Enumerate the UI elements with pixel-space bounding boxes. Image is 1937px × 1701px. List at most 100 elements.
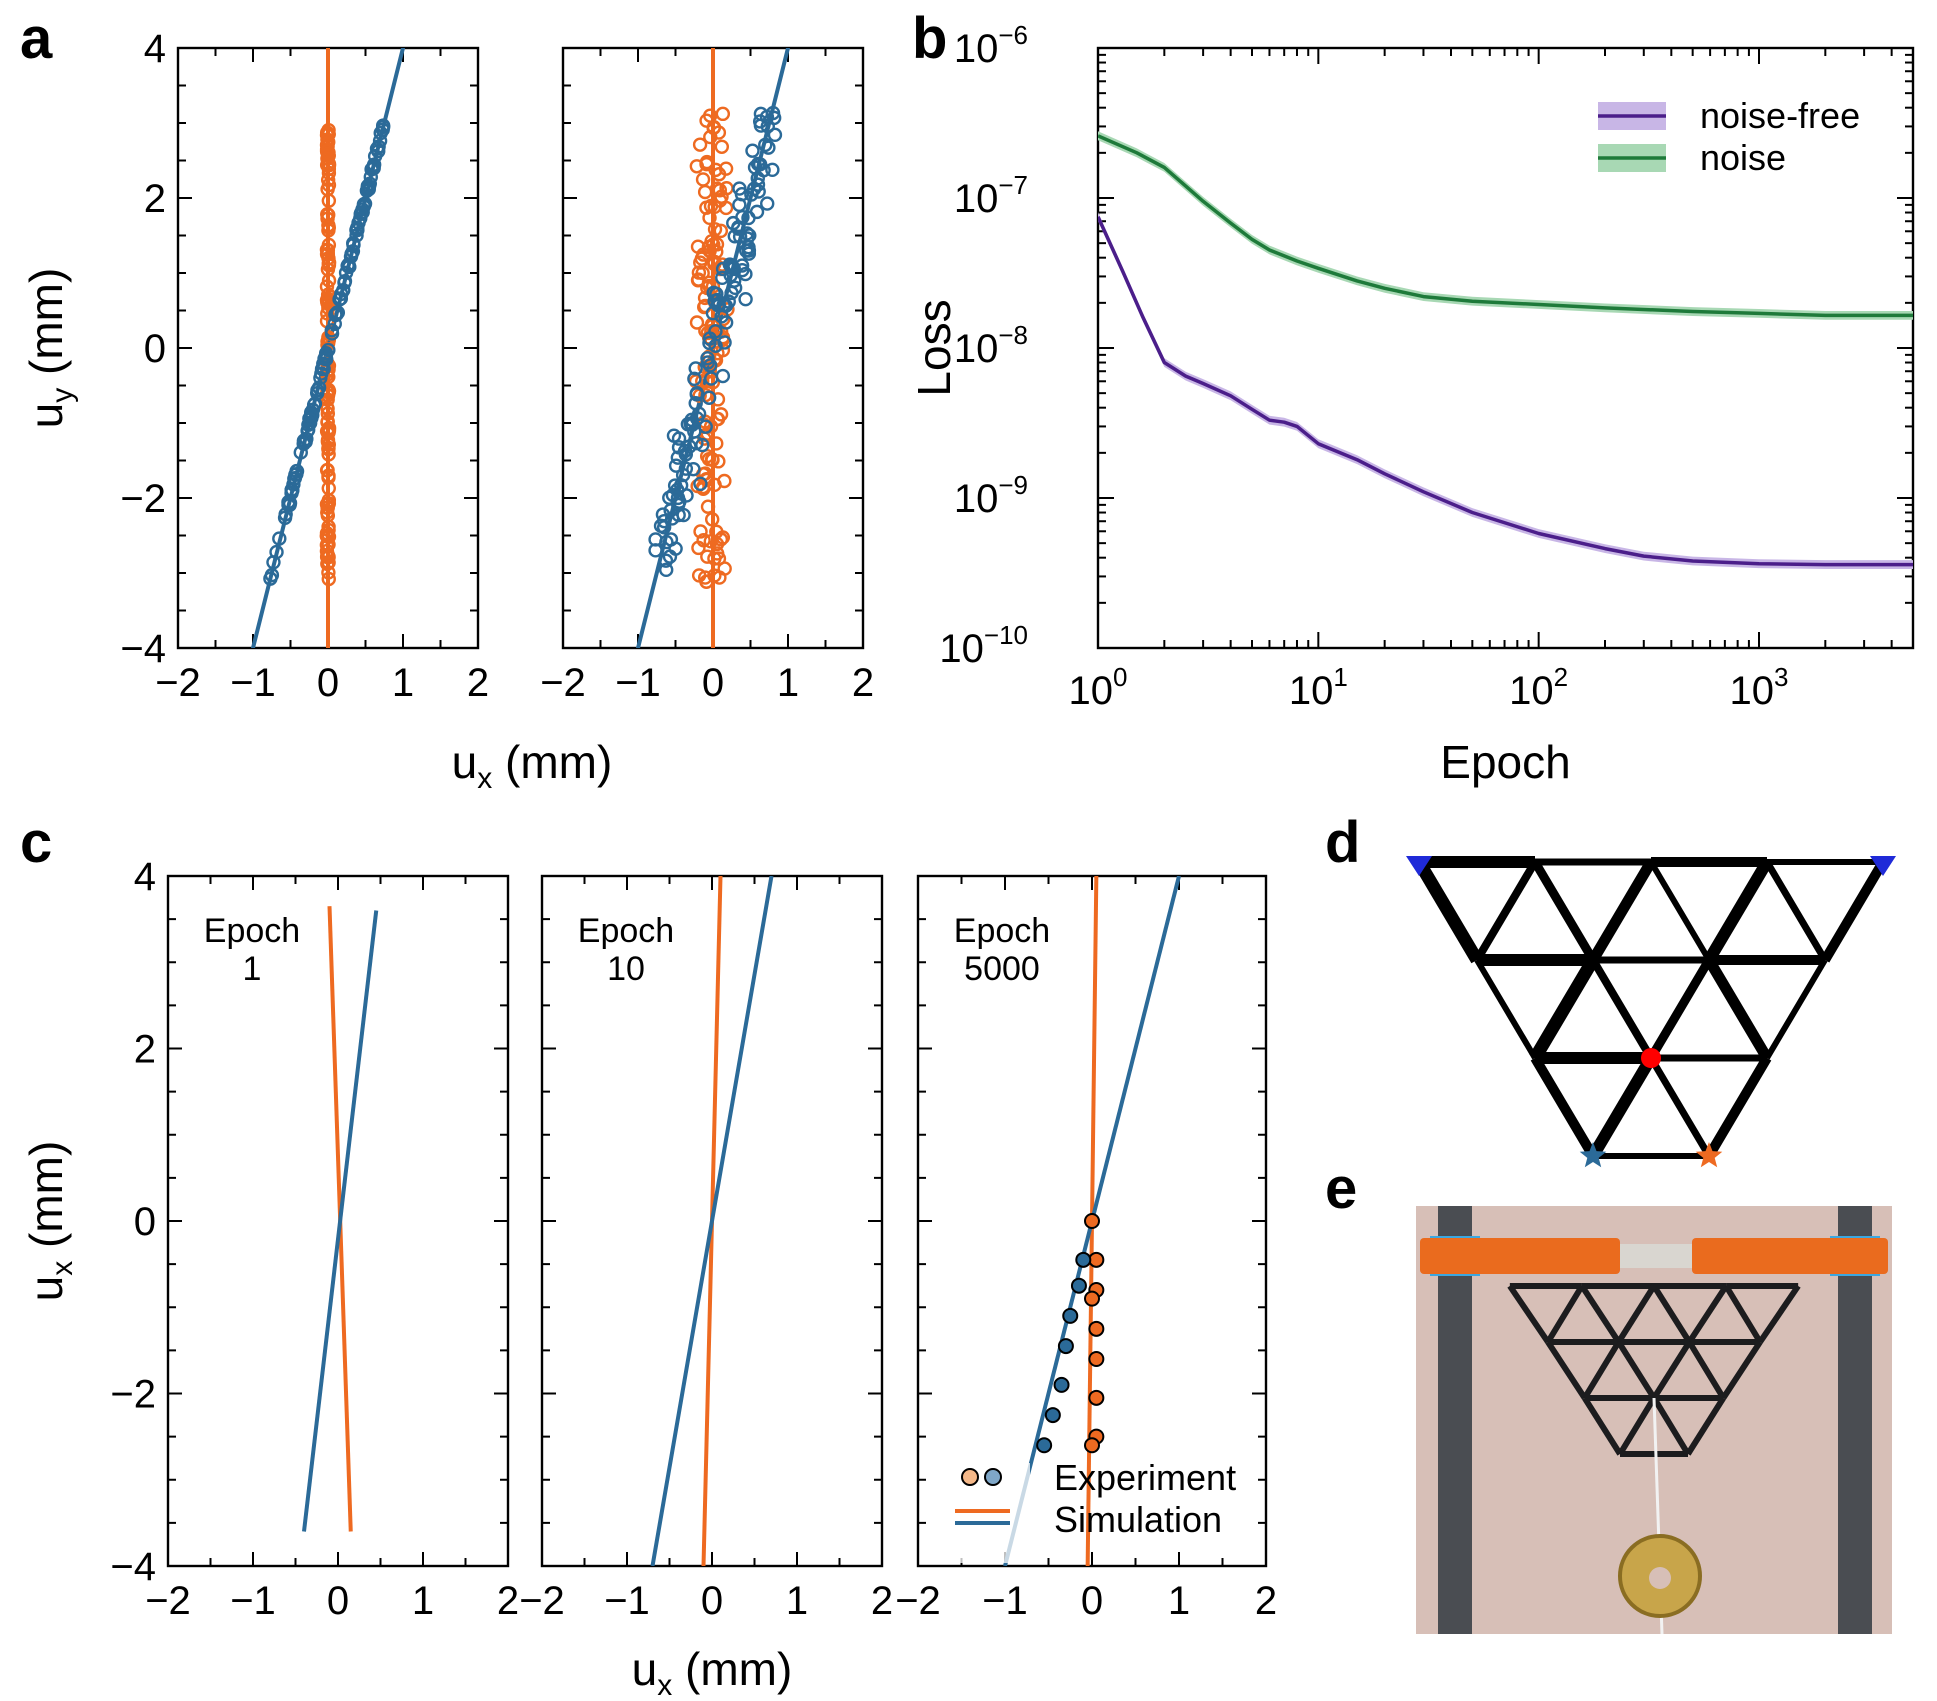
blue-data-point (272, 531, 287, 546)
blue-data-point (686, 461, 701, 477)
orange-data-point (700, 499, 716, 514)
plot-area (1098, 131, 1913, 570)
panel-e-photo-illustration (1416, 1206, 1892, 1635)
blue-data-point (653, 518, 669, 534)
panel-letter-c: c (20, 810, 52, 875)
blue-data-point (701, 390, 717, 405)
blue-data-point (361, 179, 377, 194)
plot-area (1003, 876, 1181, 1566)
blue-data-point (330, 305, 346, 320)
x-tick-label: −2 (540, 661, 586, 705)
blue-data-point (727, 229, 743, 244)
plot-frame (1096, 46, 1915, 650)
blue-data-point (708, 324, 723, 339)
blue-data-point (663, 532, 679, 547)
blue-data-point (336, 283, 351, 298)
blue-data-point (750, 177, 766, 192)
x-label: ux (mm) (452, 736, 613, 795)
orange-experiment-point (1088, 1389, 1105, 1406)
blue-data-point (288, 467, 303, 483)
x-tick-label: 103 (1730, 662, 1789, 713)
plot-area (250, 48, 406, 648)
blue-data-point (658, 553, 674, 568)
orange-data-point (319, 497, 335, 512)
photo-beam (1686, 1340, 1726, 1400)
x-tick-label: −1 (230, 661, 276, 705)
y-tick-exp: −10 (984, 620, 1028, 650)
orange-data-point (320, 406, 336, 421)
blue-data-point (301, 417, 316, 433)
blue-data-point (689, 411, 705, 426)
blue-data-point (372, 133, 388, 149)
x-tick-label: −2 (895, 1579, 941, 1623)
photo-beam (1686, 1284, 1729, 1344)
y-tick-base: 10 (954, 327, 999, 371)
diagonal-beam (1589, 957, 1655, 1061)
y-tick-label: −4 (110, 1545, 156, 1589)
orange-data-point (321, 165, 337, 181)
y-label-unit: (mm) (20, 1141, 72, 1261)
y-tick-label: −2 (110, 1373, 156, 1417)
orange-data-point (697, 184, 713, 200)
orange-bar-right (1692, 1238, 1888, 1274)
y-tick-label: −4 (120, 627, 166, 671)
photo-beam (1720, 1340, 1763, 1400)
x-tick-label: −2 (145, 1579, 191, 1623)
x-tick-label: 102 (1509, 662, 1568, 713)
y-tick-label: 10−8 (954, 320, 1028, 371)
orange-data-point (320, 556, 335, 572)
blue-data-point (718, 298, 734, 314)
orange-data-point (321, 565, 336, 580)
y-tick-label: 10−9 (954, 470, 1028, 521)
x-tick-label: 0 (1081, 1579, 1103, 1623)
legend-experiment-orange-marker (961, 1468, 979, 1486)
orange-data-point (320, 172, 336, 188)
x-tick-exp: 2 (1554, 662, 1568, 692)
orange-data-point (320, 401, 335, 416)
blue-experiment-point (1057, 1338, 1074, 1355)
orange-data-point (320, 434, 336, 449)
orange-data-point (321, 220, 337, 235)
blue-data-point (662, 549, 678, 564)
orange-data-point (321, 256, 336, 271)
photo-beam (1651, 1284, 1692, 1344)
x-label-unit: (mm) (492, 736, 612, 788)
epoch-annotation-title: Epoch (578, 912, 674, 950)
orange-data-point (695, 374, 710, 389)
blue-data-point (703, 371, 719, 386)
x-tick-label: −1 (230, 1579, 276, 1623)
blue-data-point (670, 482, 685, 498)
orange-data-point (319, 247, 335, 262)
blue-simulation-line (302, 910, 379, 1532)
x-axis-label: Epoch (1440, 736, 1570, 788)
blue-data-point (687, 371, 702, 387)
orange-data-point (320, 182, 335, 197)
orange-data-point (319, 143, 335, 159)
orange-data-point (709, 181, 725, 196)
orange-data-point (320, 136, 335, 152)
blue-data-point (765, 162, 780, 178)
legend-label-experiment: Experiment (1054, 1457, 1236, 1498)
x-tick-label: 1 (786, 1579, 808, 1623)
legend-label-simulation: Simulation (1054, 1499, 1222, 1540)
blue-data-point (338, 265, 354, 280)
panel-letter-a: a (20, 6, 53, 71)
orange-data-point (320, 547, 336, 563)
blue-data-point (749, 204, 765, 220)
brass-weight-hole (1649, 1567, 1671, 1589)
diagonal-beam (1703, 858, 1773, 964)
blue-data-point (745, 143, 760, 158)
diagonal-beam (1820, 859, 1888, 963)
x-tick-label: 2 (852, 661, 874, 705)
photo-beam (1545, 1284, 1585, 1344)
blue-data-point (752, 114, 768, 129)
photo-beam (1685, 1396, 1726, 1456)
blue-data-point (698, 419, 713, 434)
blue-data-point (318, 348, 334, 363)
blue-data-point (687, 424, 702, 439)
x-tick-label: −2 (155, 661, 201, 705)
blue-data-point (715, 368, 731, 384)
blue-data-point (658, 562, 674, 578)
